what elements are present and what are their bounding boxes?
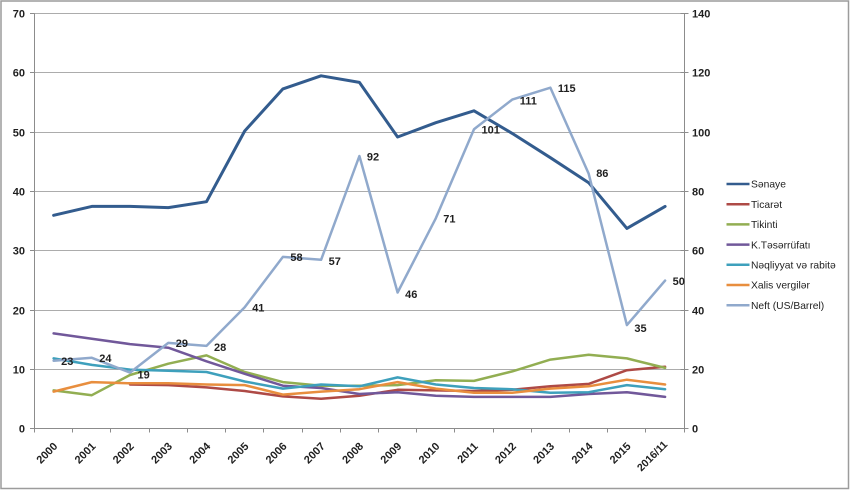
svg-text:70: 70: [13, 9, 25, 21]
svg-text:80: 80: [692, 187, 704, 199]
svg-text:Neft (US/Barrel): Neft (US/Barrel): [751, 301, 824, 312]
svg-text:115: 115: [558, 83, 576, 95]
svg-text:71: 71: [443, 214, 455, 226]
svg-text:30: 30: [13, 246, 25, 258]
svg-text:K.Təsərrüfatı: K.Təsərrüfatı: [751, 240, 811, 251]
svg-text:0: 0: [19, 424, 25, 436]
svg-text:Nəqliyyat və rabitə: Nəqliyyat və rabitə: [751, 261, 836, 272]
svg-text:40: 40: [13, 187, 25, 199]
svg-text:Ticarət: Ticarət: [751, 200, 782, 211]
svg-text:29: 29: [176, 338, 188, 350]
svg-text:60: 60: [692, 246, 704, 258]
svg-text:58: 58: [290, 252, 302, 264]
svg-text:20: 20: [692, 365, 704, 377]
svg-text:46: 46: [405, 289, 417, 301]
svg-text:35: 35: [634, 323, 646, 335]
svg-text:57: 57: [329, 256, 341, 268]
svg-text:Sənaye: Sənaye: [751, 180, 786, 191]
svg-text:28: 28: [214, 342, 226, 354]
svg-text:41: 41: [252, 303, 264, 315]
svg-text:60: 60: [13, 68, 25, 80]
svg-text:86: 86: [596, 168, 608, 180]
svg-text:50: 50: [13, 128, 25, 140]
svg-text:Xalis vergilər: Xalis vergilər: [751, 281, 811, 292]
svg-text:92: 92: [367, 151, 379, 163]
svg-text:0: 0: [692, 424, 698, 436]
svg-text:23: 23: [61, 356, 73, 368]
svg-text:10: 10: [13, 365, 25, 377]
svg-text:101: 101: [482, 125, 500, 137]
svg-text:120: 120: [692, 68, 710, 80]
svg-text:111: 111: [520, 95, 537, 107]
svg-text:40: 40: [692, 306, 704, 318]
svg-text:19: 19: [138, 369, 150, 381]
svg-text:24: 24: [99, 353, 112, 365]
svg-text:50: 50: [673, 276, 685, 288]
svg-text:100: 100: [692, 128, 710, 140]
svg-text:140: 140: [692, 9, 710, 21]
svg-text:Tikinti: Tikinti: [751, 220, 778, 231]
svg-text:20: 20: [13, 306, 25, 318]
